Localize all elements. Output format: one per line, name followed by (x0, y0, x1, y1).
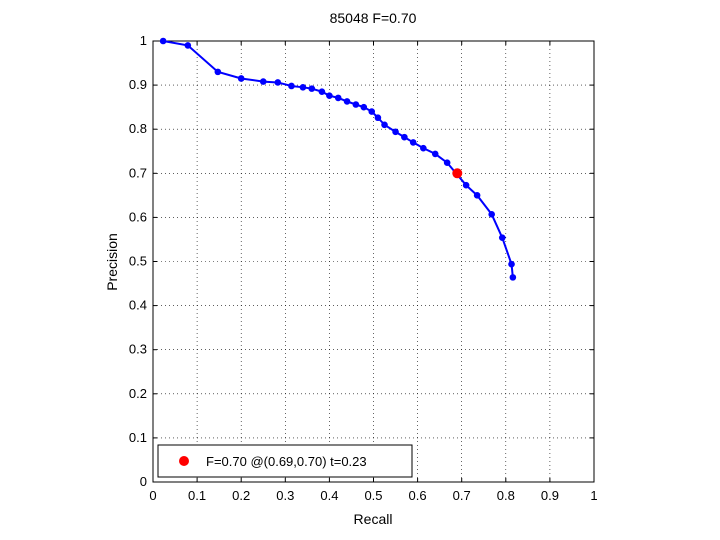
y-axis-label: Precision (104, 233, 120, 291)
y-tick-label: 0.6 (129, 209, 147, 224)
data-point (443, 159, 451, 167)
best-f-point (452, 168, 463, 179)
highlight-layer (452, 168, 463, 179)
data-point (508, 260, 515, 268)
x-tick-label: 0.7 (453, 488, 471, 503)
legend-box (157, 444, 413, 478)
y-tick-label: 0.9 (129, 77, 147, 92)
data-point (274, 79, 282, 86)
x-tick-label: 0.8 (497, 488, 515, 503)
data-point (401, 133, 408, 141)
data-point (343, 98, 351, 105)
data-point (420, 144, 427, 152)
y-tick-label: 0.4 (129, 298, 147, 313)
series-layer (159, 37, 517, 281)
data-point (259, 78, 267, 85)
y-tick-label: 0.1 (129, 430, 147, 445)
x-tick-label: 0.6 (409, 488, 427, 503)
data-point (159, 37, 167, 45)
y-tick-label: 1 (140, 33, 147, 48)
y-tick-label: 0.8 (129, 121, 147, 136)
data-point (352, 101, 360, 108)
data-point (409, 139, 417, 146)
x-tick-label: 0.5 (364, 488, 382, 503)
x-tick-label: 0.2 (232, 488, 250, 503)
axis-ticks: 0 0.1 0.2 0.3 0.4 0.5 0.6 0.7 0.8 0.9 1 0 0.1 0.2 0.3 0… (129, 33, 598, 503)
data-point (462, 181, 470, 189)
y-tick-label: 0 (140, 474, 147, 489)
data-point (326, 92, 333, 99)
data-point (473, 192, 481, 199)
chart-title: 85048 F=0.70 (330, 10, 417, 26)
data-point (318, 88, 326, 96)
x-tick-label: 0.3 (276, 488, 294, 503)
data-point (237, 75, 245, 82)
legend-entry: F=0.70 @(0.69,0.70) t=0.23 (206, 454, 367, 469)
data-point (360, 103, 368, 111)
data-point (184, 42, 192, 49)
data-point (334, 94, 342, 102)
x-tick-label: 0.1 (188, 488, 206, 503)
y-tick-label: 0.7 (129, 165, 147, 180)
y-tick-label: 0.5 (129, 254, 147, 269)
grid-lines (153, 41, 594, 482)
x-tick-label: 0.4 (320, 488, 338, 503)
data-point (368, 108, 376, 115)
data-point (509, 274, 517, 281)
y-tick-label: 0.2 (129, 386, 147, 401)
data-point (374, 114, 382, 122)
data-point (392, 128, 399, 136)
data-point (308, 85, 316, 92)
data-point (299, 84, 307, 91)
y-tick-label: 0.3 (129, 342, 147, 357)
x-tick-label: 1 (590, 488, 597, 503)
x-tick-label: 0.9 (541, 488, 559, 503)
legend: F=0.70 @(0.69,0.70) t=0.23 (157, 444, 413, 478)
x-axis-label: Recall (354, 511, 393, 527)
data-point (498, 234, 506, 241)
data-point (381, 121, 388, 129)
data-point (214, 68, 222, 76)
data-point (288, 82, 295, 90)
x-tick-label: 0 (149, 488, 156, 503)
legend-marker (179, 456, 189, 466)
data-point (431, 150, 439, 158)
data-point (488, 211, 495, 218)
